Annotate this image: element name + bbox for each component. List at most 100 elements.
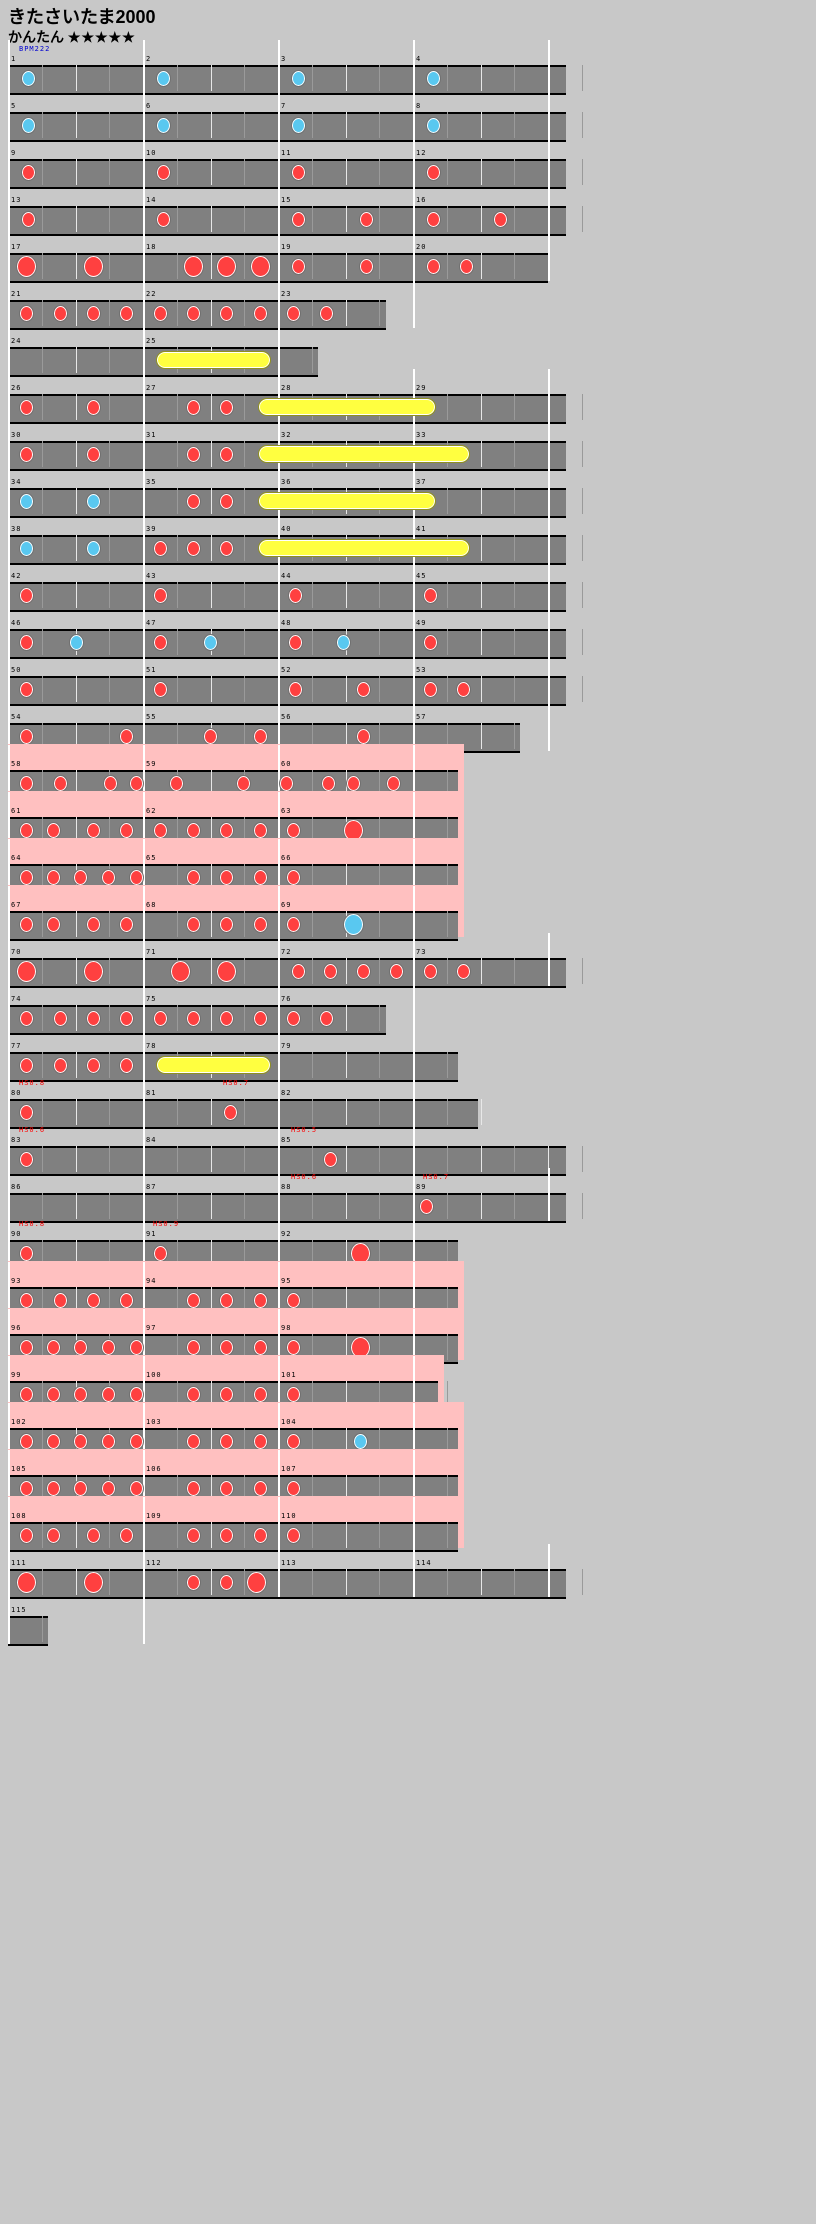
beat-subdivision-line: [75, 206, 77, 232]
don-note: [52, 1009, 68, 1027]
don-note: [355, 727, 371, 745]
beat-subdivision-line: [379, 1193, 381, 1219]
don-note: [358, 257, 374, 275]
beat-subdivision-line: [210, 488, 212, 514]
don-note: [128, 1432, 144, 1450]
measure-number: 105: [11, 1465, 27, 1473]
bar-line-end: [548, 416, 550, 469]
don-note: [18, 774, 34, 792]
bar-line: [278, 275, 280, 328]
bar-line: [8, 463, 10, 516]
bar-line: [8, 1403, 10, 1456]
beat-subdivision-line: [446, 112, 448, 138]
beat-subdivision-line: [345, 1005, 347, 1031]
don-note: [18, 1291, 34, 1309]
beat-subdivision-line: [210, 1569, 212, 1595]
bar-line: [278, 980, 280, 1033]
beat-subdivision-line: [446, 206, 448, 232]
beat-subdivision-line: [514, 958, 516, 984]
bar-line: [413, 604, 415, 657]
beat-subdivision-line: [41, 817, 43, 843]
beat-subdivision-line: [446, 1099, 448, 1125]
beat-subdivision-line: [244, 1381, 246, 1407]
beat-subdivision-line: [446, 1052, 448, 1078]
beat-subdivision-line: [210, 1287, 212, 1313]
beat-subdivision-line: [244, 253, 246, 279]
measure-number: 115: [11, 1606, 27, 1614]
beat-subdivision-line: [75, 65, 77, 91]
measure-number: 66: [281, 854, 292, 862]
beat-subdivision-line: [311, 1287, 313, 1313]
big-don-note: [182, 254, 204, 278]
bar-line: [8, 604, 10, 657]
bar-line: [8, 1074, 10, 1127]
beat-subdivision-line: [311, 770, 313, 796]
measure-number: 106: [146, 1465, 162, 1473]
beat-subdivision-line: [244, 723, 246, 749]
beat-subdivision-line: [345, 958, 347, 984]
measure-number: 13: [11, 196, 22, 204]
bar-line: [8, 651, 10, 704]
beat-subdivision-line: [379, 817, 381, 843]
beat-subdivision-line: [41, 535, 43, 561]
beat-subdivision-line: [244, 1522, 246, 1548]
beat-subdivision-line: [311, 206, 313, 232]
measure-number: 48: [281, 619, 292, 627]
bar-line-end: [413, 1074, 415, 1127]
don-note: [185, 915, 201, 933]
bar-line: [143, 1027, 145, 1080]
don-note: [168, 774, 184, 792]
beat-subdivision-line: [311, 347, 313, 373]
beat-subdivision-line: [210, 911, 212, 937]
don-note: [128, 868, 144, 886]
measure-number: 114: [416, 1559, 432, 1567]
measure-number: 84: [146, 1136, 157, 1144]
beat-subdivision-line: [480, 441, 482, 467]
don-note: [85, 445, 101, 463]
measure-number: 59: [146, 760, 157, 768]
don-note: [20, 210, 36, 228]
beat-subdivision-line: [41, 1287, 43, 1313]
beat-subdivision-line: [514, 629, 516, 655]
beat-subdivision-line: [41, 206, 43, 232]
measure-number: 6: [146, 102, 152, 110]
bar-line: [278, 698, 280, 751]
scroll-speed-label: HS0.8: [19, 1220, 46, 1228]
drumroll-bar: [258, 398, 436, 416]
bar-line: [278, 1450, 280, 1503]
bar-line: [278, 1309, 280, 1362]
beat-subdivision-line: [379, 300, 381, 326]
beat-subdivision-line: [41, 1005, 43, 1031]
beat-subdivision-line: [581, 441, 583, 467]
beat-subdivision-line: [379, 1475, 381, 1501]
measure-number: 41: [416, 525, 427, 533]
measure-number: 58: [11, 760, 22, 768]
measure-number: 94: [146, 1277, 157, 1285]
ka-note: [85, 539, 101, 557]
don-note: [252, 304, 268, 322]
bar-line: [143, 510, 145, 563]
beat-subdivision-line: [548, 1146, 549, 1172]
don-note: [52, 774, 68, 792]
bar-line: [278, 463, 280, 516]
don-note: [218, 915, 234, 933]
don-note: [287, 633, 303, 651]
ka-note: [85, 492, 101, 510]
beat-subdivision-line: [109, 1569, 111, 1595]
don-note: [100, 1338, 116, 1356]
don-note: [185, 398, 201, 416]
beat-subdivision-line: [244, 1146, 246, 1172]
beat-subdivision-line: [379, 1381, 381, 1407]
beat-subdivision-line: [514, 535, 516, 561]
bar-line: [143, 1168, 145, 1221]
beat-subdivision-line: [379, 676, 381, 702]
note-lane: [8, 159, 566, 189]
beat-subdivision-line: [210, 1334, 212, 1360]
beat-subdivision-line: [446, 488, 448, 514]
don-note: [358, 210, 374, 228]
beat-subdivision-line: [41, 958, 43, 984]
beat-subdivision-line: [210, 1005, 212, 1031]
ka-note: [155, 69, 171, 87]
measure-number: 89: [416, 1183, 427, 1191]
don-note: [45, 1526, 61, 1544]
